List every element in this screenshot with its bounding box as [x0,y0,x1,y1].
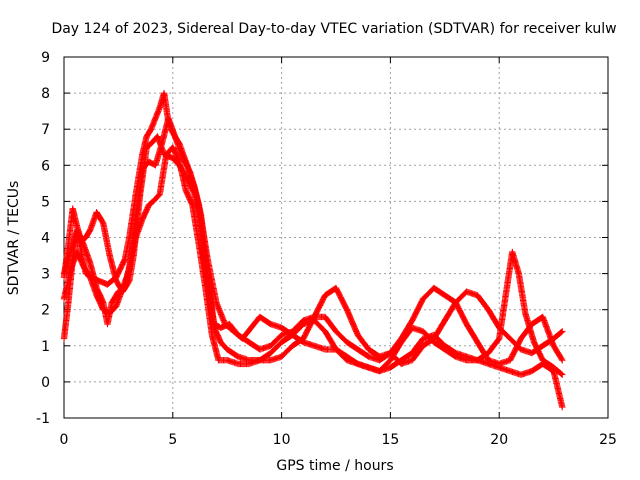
y-tick-label: 0 [41,375,50,391]
data-layer [60,89,566,411]
series-markers [60,115,566,411]
x-tick-label: 15 [381,432,399,448]
y-tick-label: 2 [41,303,50,319]
y-tick-label: 3 [41,267,50,283]
y-tick-label: 4 [41,231,50,247]
y-tick-label: 5 [41,194,50,210]
x-axis-label: GPS time / hours [276,458,393,474]
x-tick-label: 10 [273,432,291,448]
series-track-4 [60,115,566,411]
y-tick-label: 7 [41,122,50,138]
x-tick-label: 5 [168,432,177,448]
x-tick-label: 25 [599,432,617,448]
y-tick-label: -1 [36,411,50,427]
series-track-2 [60,133,566,368]
y-tick-label: 8 [41,86,50,102]
y-tick-label: 6 [41,158,50,174]
grid [64,57,608,418]
x-tick-label: 20 [490,432,508,448]
y-axis-label: SDTVAR / TECUs [6,181,22,296]
axis-ticks: -1 0 1 2 3 4 5 6 7 8 9 0 5 10 15 20 25 [36,50,617,448]
y-tick-label: 1 [41,339,50,355]
y-tick-label: 9 [41,50,50,66]
chart-title: Day 124 of 2023, Sidereal Day-to-day VTE… [51,21,616,37]
x-tick-label: 0 [60,432,69,448]
series-markers [60,133,566,368]
